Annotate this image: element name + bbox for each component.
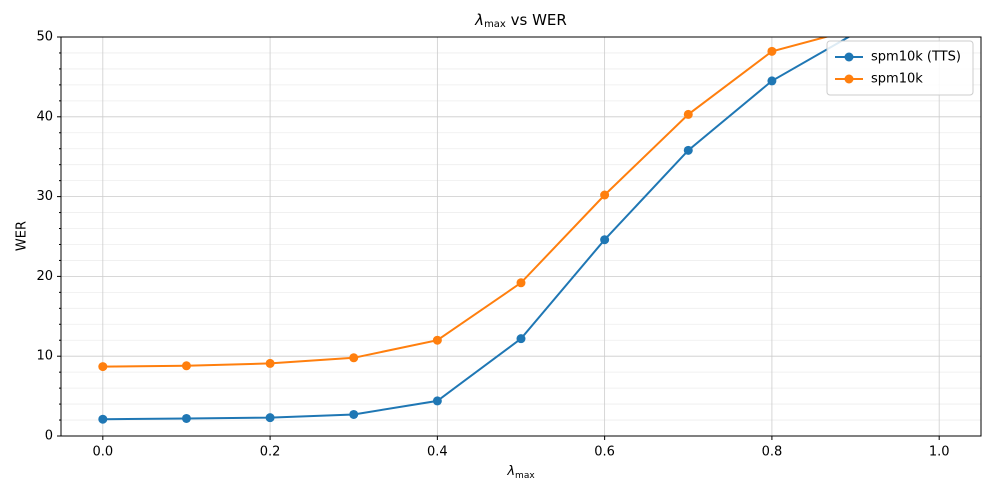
point: [853, 37, 858, 38]
y-tick-label: 40: [36, 109, 53, 124]
point: [767, 76, 777, 86]
x-tick-label: 0.6: [594, 445, 615, 460]
series-line: [102, 37, 830, 368]
point: [683, 109, 693, 119]
x-tick-label: 0.0: [92, 445, 113, 460]
point: [265, 358, 275, 368]
legend-marker: [844, 74, 854, 84]
point: [767, 46, 777, 56]
y-tick-label: 30: [36, 189, 53, 204]
point: [349, 353, 359, 363]
legend-label: spm10k (TTS): [871, 50, 961, 65]
x-tick-label: 0.8: [762, 445, 783, 460]
title-subscript: max: [484, 19, 506, 30]
point: [265, 413, 275, 423]
point: [432, 335, 442, 345]
x-tick-label: 1.0: [929, 445, 950, 460]
point: [98, 414, 108, 424]
point: [851, 25, 860, 34]
point: [349, 409, 359, 419]
point: [600, 235, 610, 245]
x-label-symbol: λ: [506, 464, 515, 479]
point: [181, 361, 191, 371]
y-axis-label: WER: [15, 221, 30, 251]
title-symbol: λ: [474, 11, 484, 29]
chart-title: λmax vs WER: [474, 11, 567, 31]
x-axis-label: λmax: [506, 464, 535, 481]
legend-label: spm10k: [871, 72, 923, 87]
y-tick-label: 20: [36, 269, 53, 284]
title-text: vs WER: [506, 11, 567, 29]
y-tick-label: 10: [36, 349, 53, 364]
x-label-subscript: max: [515, 471, 535, 481]
plot-frame: [60, 36, 982, 437]
legend-marker: [844, 52, 854, 62]
point: [516, 334, 526, 344]
y-tick-label: 0: [45, 429, 53, 444]
point: [181, 413, 191, 423]
point: [600, 190, 610, 200]
point: [98, 362, 108, 372]
x-tick-label: 0.4: [427, 445, 448, 460]
legend-box: [826, 40, 974, 96]
point: [432, 396, 442, 406]
point: [516, 278, 526, 288]
x-tick-label: 0.2: [260, 445, 281, 460]
y-tick-label: 50: [36, 30, 53, 45]
point: [683, 145, 693, 155]
